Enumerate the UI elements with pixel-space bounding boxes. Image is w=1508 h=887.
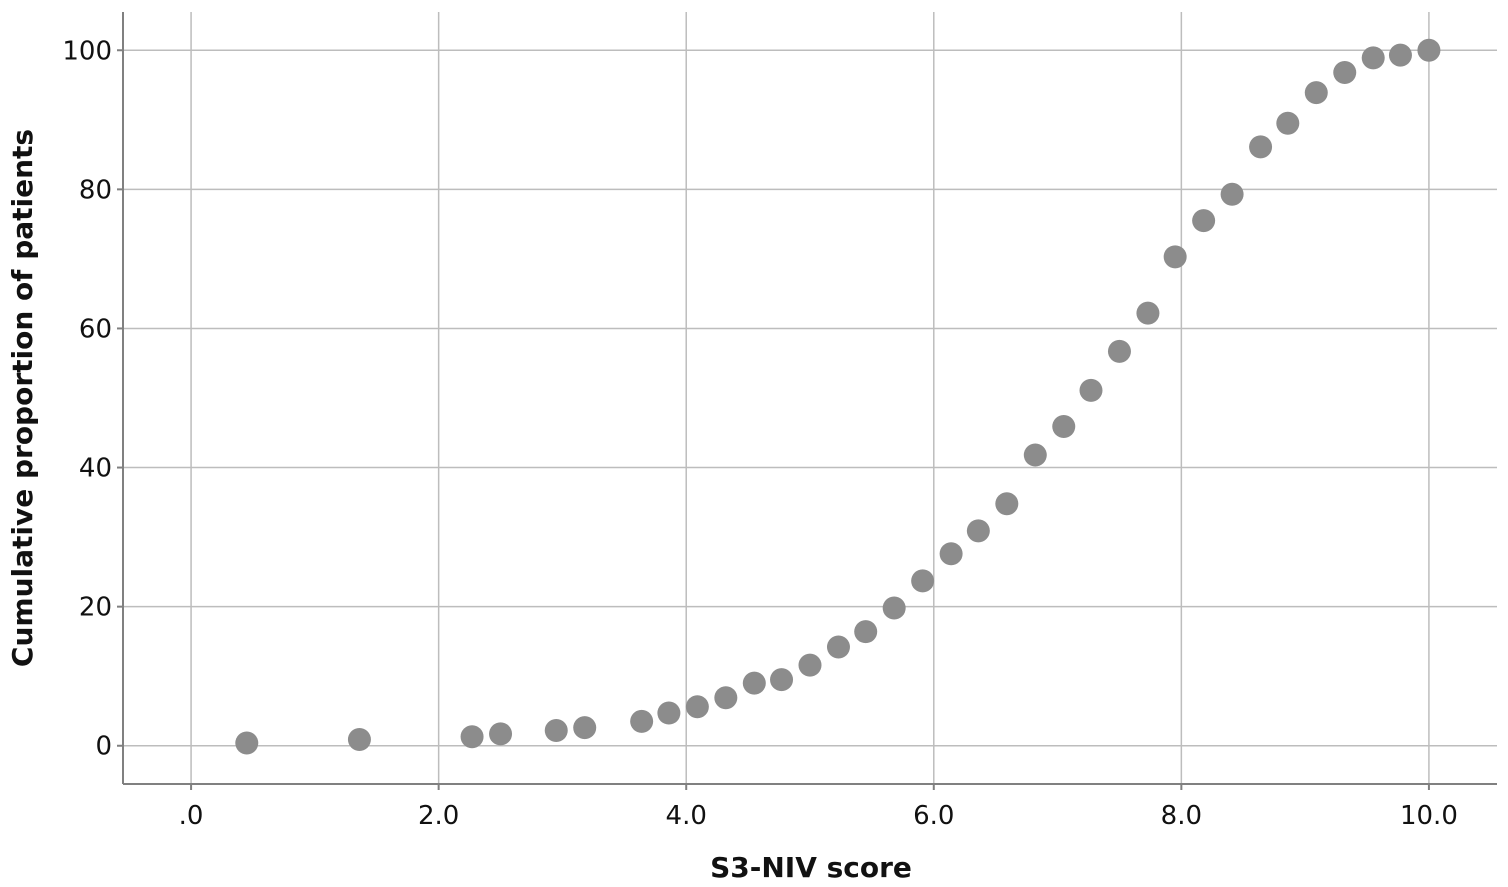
- data-point: [966, 519, 990, 543]
- data-point: [347, 727, 371, 751]
- data-point: [854, 620, 878, 644]
- x-axis-title: S3-NIV score: [710, 851, 912, 884]
- x-tick-label: .0: [179, 801, 204, 831]
- data-point: [489, 722, 513, 746]
- x-axis-ticks: .0 2.0 4.0 6.0 8.0 10.0: [179, 784, 1458, 831]
- data-point: [939, 542, 963, 566]
- data-point: [1304, 81, 1328, 105]
- data-point: [460, 725, 484, 749]
- y-tick-label: 80: [79, 175, 112, 205]
- data-point: [714, 686, 738, 710]
- data-point: [630, 709, 654, 733]
- data-point: [1107, 339, 1131, 363]
- data-point: [657, 701, 681, 725]
- data-point: [1276, 111, 1300, 135]
- data-point: [235, 731, 259, 755]
- data-point: [742, 671, 766, 695]
- data-point: [826, 635, 850, 659]
- data-point: [882, 596, 906, 620]
- y-tick-label: 20: [79, 593, 112, 623]
- y-tick-label: 100: [62, 36, 112, 66]
- y-tick-label: 60: [79, 314, 112, 344]
- data-point: [544, 718, 568, 742]
- x-tick-label: 2.0: [418, 801, 459, 831]
- y-tick-label: 40: [79, 454, 112, 484]
- data-point: [1249, 135, 1273, 159]
- data-point: [1079, 378, 1103, 402]
- axes: [122, 12, 1497, 785]
- x-tick-label: 4.0: [666, 801, 707, 831]
- data-point: [1417, 38, 1441, 62]
- data-point: [1220, 182, 1244, 206]
- y-axis-ticks: 0 20 40 60 80 100: [62, 36, 123, 762]
- data-point: [1136, 301, 1160, 325]
- y-axis-title: Cumulative proportion of patients: [6, 129, 39, 667]
- data-point: [1192, 209, 1216, 233]
- data-point: [798, 653, 822, 677]
- x-tick-label: 10.0: [1400, 801, 1458, 831]
- data-point: [685, 695, 709, 719]
- y-tick-label: 0: [95, 732, 112, 762]
- data-point: [1052, 415, 1076, 439]
- data-point: [573, 716, 597, 740]
- x-tick-label: 8.0: [1161, 801, 1202, 831]
- data-point: [1361, 46, 1385, 70]
- data-point: [1163, 245, 1187, 269]
- data-point: [995, 492, 1019, 516]
- data-point: [770, 668, 794, 692]
- data-point: [1023, 443, 1047, 467]
- x-tick-label: 6.0: [913, 801, 954, 831]
- data-point: [1333, 61, 1357, 85]
- data-point: [1388, 43, 1412, 67]
- data-point: [911, 569, 935, 593]
- data-points: [235, 38, 1441, 755]
